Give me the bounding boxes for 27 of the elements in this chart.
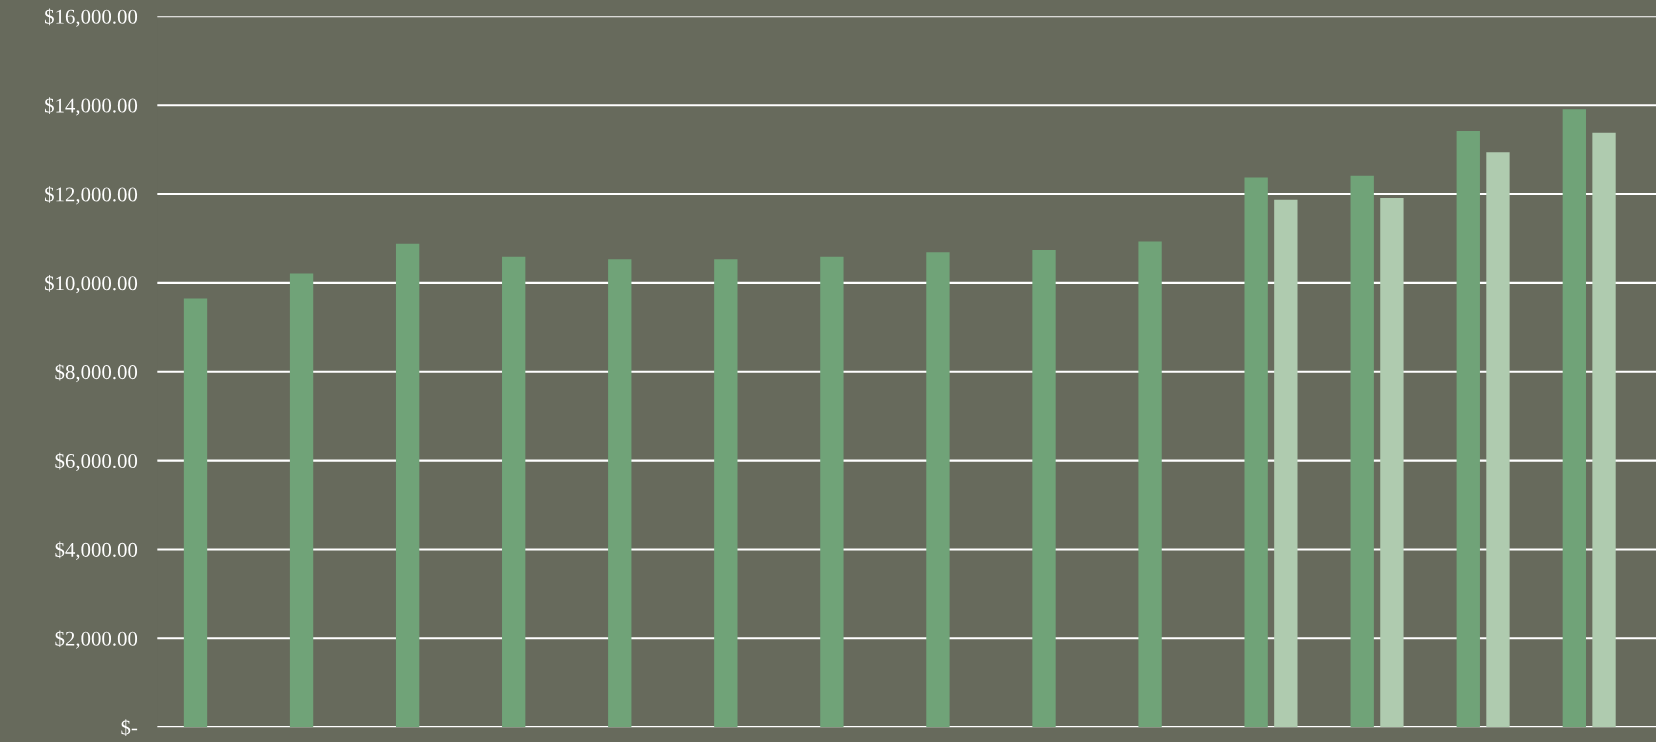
bar (1244, 177, 1268, 728)
bar (1562, 109, 1586, 728)
bar (1350, 175, 1374, 728)
bar (1274, 199, 1298, 728)
bar (1592, 132, 1616, 728)
bar (289, 273, 314, 728)
bar (502, 256, 526, 728)
y-tick-label: $6,000.00 (55, 452, 138, 472)
bar (1138, 241, 1162, 728)
y-tick-label: $8,000.00 (55, 363, 138, 383)
bar (1456, 130, 1480, 728)
bar (1486, 152, 1510, 728)
bar (820, 256, 844, 728)
bar (183, 298, 208, 728)
y-tick-label: $10,000.00 (45, 275, 138, 294)
bar (714, 259, 738, 728)
bar (608, 259, 632, 728)
bar (395, 243, 420, 728)
bar (1380, 198, 1404, 728)
y-tick-label: $4,000.00 (55, 541, 138, 560)
bar (926, 252, 950, 728)
y-tick-label: $16,000.00 (45, 8, 138, 27)
y-tick-label: $- (121, 719, 138, 736)
bar (1032, 250, 1056, 728)
y-tick-label: $14,000.00 (45, 97, 138, 116)
y-tick-label: $2,000.00 (55, 630, 138, 649)
y-tick-label: $12,000.00 (45, 186, 138, 205)
